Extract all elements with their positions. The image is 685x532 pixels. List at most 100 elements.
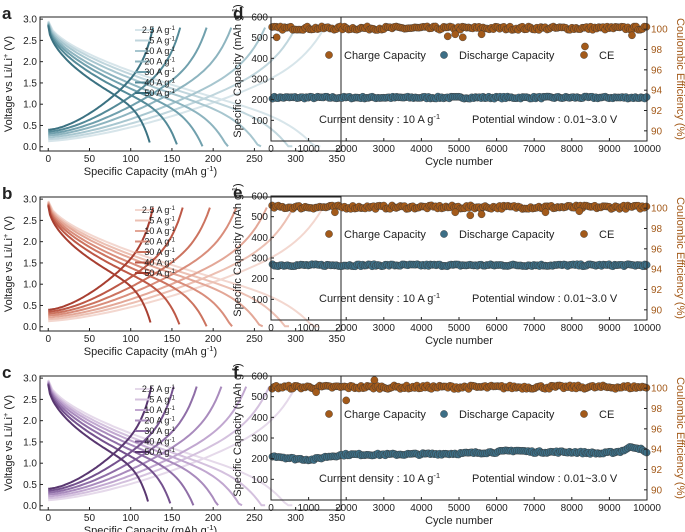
charge-curve — [48, 27, 326, 143]
y-tick-label: 100 — [251, 116, 268, 127]
panel-letter: f — [233, 363, 239, 382]
x-tick-label: 250 — [246, 513, 263, 524]
discharge-curve — [47, 381, 219, 506]
y-axis-label: Specific Capacity (mAh g-1) — [230, 363, 245, 496]
y-axis-label: Specific Capacity (mAh g-1) — [230, 4, 245, 137]
legend-marker — [580, 51, 588, 59]
y-tick-label: 600 — [251, 192, 268, 203]
charge-curve — [48, 27, 297, 141]
y-tick-label: 0.5 — [23, 301, 37, 312]
legend-entry: 40 A g-1 — [144, 436, 175, 447]
discharge-curve — [47, 380, 266, 507]
ce-point — [642, 23, 651, 31]
y2-tick-label: 100 — [651, 204, 668, 215]
charge-curve — [48, 386, 198, 494]
legend-entry: 10 A g-1 — [144, 405, 175, 416]
x-tick-label: 0 — [268, 503, 274, 514]
x-axis-label: Cycle number — [425, 335, 493, 347]
y-tick-label: 100 — [251, 295, 268, 306]
x-tick-label: 50 — [84, 154, 96, 165]
panel-d: d 0 1000 2000 3000 4000 5000 6000 7000 8000 9000 10… — [230, 4, 685, 168]
x-tick-label: 50 — [84, 513, 96, 524]
x-tick-label: 9000 — [598, 323, 621, 334]
y-tick-label: 0.5 — [23, 480, 37, 491]
charge-curve — [48, 27, 233, 137]
legend-entry: Discharge Capacity — [459, 229, 555, 241]
y-tick-label: 600 — [251, 372, 268, 383]
y-tick-label: 0.5 — [23, 121, 37, 132]
y-tick-label: 1.5 — [23, 437, 37, 448]
y2-axis-label: Coulombic Efficiency (%) — [674, 18, 685, 140]
x-tick-label: 0 — [45, 334, 51, 345]
x-axis-label: Cycle number — [425, 156, 493, 168]
y-tick-label: 200 — [251, 274, 268, 285]
x-tick-label: 3000 — [373, 323, 396, 334]
annotation-current-density: Current density : 10 A g-1 — [319, 291, 440, 306]
x-tick-label: 2000 — [335, 503, 358, 514]
y2-tick-label: 100 — [651, 25, 668, 36]
y-axis-label: Voltage vs Li/Li+ (V) — [1, 216, 16, 312]
x-tick-label: 100 — [122, 513, 139, 524]
charge-curve — [48, 27, 208, 135]
discharge-curve — [47, 205, 152, 323]
x-tick-label: 10000 — [633, 323, 661, 334]
y-tick-label: 0.0 — [23, 322, 37, 333]
legend-entry: 2.5 A g-1 — [142, 384, 176, 395]
y-tick-label: 2.5 — [23, 36, 37, 47]
discharge-curve — [47, 202, 233, 327]
ce-outlier-point — [451, 208, 460, 217]
y-tick-label: 400 — [251, 54, 268, 65]
legend-entry: 40 A g-1 — [144, 77, 175, 88]
y2-tick-label: 90 — [651, 485, 663, 496]
x-tick-label: 3000 — [373, 503, 396, 514]
legend-entry: 20 A g-1 — [144, 236, 175, 247]
legend-marker — [580, 410, 588, 418]
panel-e: e 0 1000 2000 3000 4000 5000 6000 7000 8000 9000 10… — [230, 183, 685, 347]
y-tick-label: 1.5 — [23, 78, 37, 89]
x-tick-label: 3000 — [373, 144, 396, 155]
x-tick-label: 6000 — [485, 323, 508, 334]
legend-entry: 30 A g-1 — [144, 67, 175, 78]
x-axis-label: Specific Capacity (mAh g-1) — [84, 523, 217, 532]
x-tick-label: 300 — [287, 513, 304, 524]
discharge-curve — [47, 23, 204, 147]
y-tick-label: 400 — [251, 413, 268, 424]
x-tick-label: 0 — [268, 144, 274, 155]
legend-entry: Charge Capacity — [344, 50, 426, 62]
charge-curve — [48, 386, 271, 500]
y-tick-label: 2.5 — [23, 216, 37, 227]
ce-point — [642, 202, 651, 211]
ce-outlier-point — [628, 31, 636, 40]
x-tick-label: 2000 — [335, 323, 358, 334]
panel-letter: c — [2, 363, 11, 382]
legend-entry: 50 A g-1 — [144, 268, 175, 279]
y-axis-label: Specific Capacity (mAh g-1) — [230, 183, 245, 316]
y2-axis-label: Coulombic Efficiency (%) — [674, 377, 685, 499]
x-tick-label: 150 — [164, 334, 181, 345]
panel-c: c 0 50 100 150 200 250 300 350 0.0 0.5 1.0 1.5 2.0 2.5… — [1, 363, 346, 532]
y-tick-label: 2.0 — [23, 416, 37, 427]
ce-outlier-point — [342, 396, 351, 405]
ce-outlier-point — [581, 42, 589, 51]
y-tick-label: 3.0 — [23, 15, 37, 26]
ce-outlier-point — [458, 33, 467, 42]
discharge-curve — [47, 25, 151, 143]
y-tick-label: 2.0 — [23, 237, 37, 248]
y-axis-label: Voltage vs Li/Li+ (V) — [1, 395, 16, 491]
y-tick-label: 0.0 — [23, 142, 37, 153]
charge-curve — [48, 386, 153, 490]
x-tick-label: 8000 — [561, 144, 584, 155]
annotation-potential-window: Potential window : 0.01~3.0 V — [472, 293, 618, 305]
ce-outlier-point — [331, 208, 339, 217]
x-tick-label: 5000 — [448, 503, 471, 514]
y-tick-label: 500 — [251, 33, 268, 44]
legend-entry: CE — [599, 229, 614, 241]
x-tick-label: 1000 — [297, 144, 320, 155]
x-tick-label: 1000 — [297, 323, 320, 334]
y2-tick-label: 94 — [651, 445, 663, 456]
ce-outlier-point — [443, 32, 452, 41]
x-tick-label: 50 — [84, 334, 96, 345]
discharge-curve — [47, 20, 321, 148]
x-tick-label: 300 — [287, 334, 304, 345]
annotation-potential-window: Potential window : 0.01~3.0 V — [472, 114, 618, 126]
